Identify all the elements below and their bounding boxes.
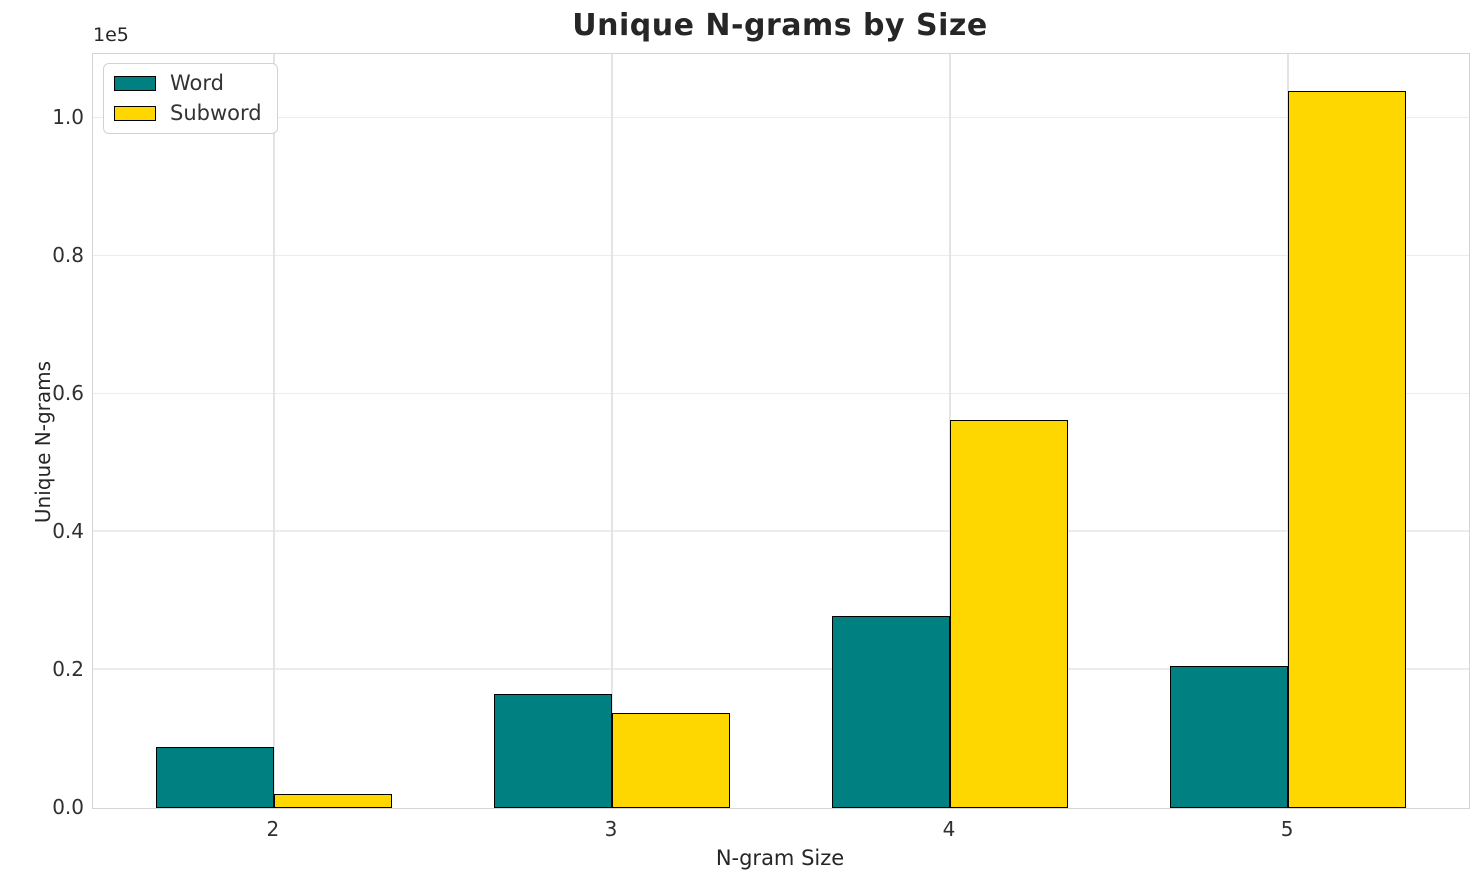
h-gridline-0.4 (93, 530, 1469, 533)
v-gridline-2 (273, 54, 275, 808)
bar-subword-4 (950, 420, 1069, 808)
h-gridline-0.6 (93, 392, 1469, 395)
y-tick-1.0: 1.0 (52, 105, 84, 130)
bar-word-4 (831, 616, 951, 808)
v-gridline-3 (611, 54, 613, 808)
h-gridline-1.0 (93, 116, 1469, 119)
bar-subword-2 (273, 794, 393, 808)
x-tick-5: 5 (1280, 817, 1294, 841)
x-tick-4: 4 (942, 817, 956, 841)
legend-swatch-word (114, 76, 156, 91)
x-axis-label: N-gram Size (715, 846, 845, 870)
bar-word-5 (1169, 665, 1289, 808)
y-axis-label: Unique N-grams (31, 360, 55, 524)
legend-swatch-subword (114, 106, 156, 121)
bar-subword-3 (611, 712, 731, 808)
y-axis-offset-label: 1e5 (93, 24, 129, 46)
y-tick-0.4: 0.4 (52, 519, 84, 544)
legend-item-word: Word (114, 73, 262, 94)
h-gridline-0.8 (93, 254, 1469, 257)
v-gridline-5 (1287, 54, 1289, 808)
x-tick-3: 3 (604, 817, 618, 841)
y-tick-0.6: 0.6 (52, 381, 84, 406)
legend: Word Subword (103, 63, 278, 134)
legend-label-subword: Subword (170, 101, 262, 125)
y-tick-0.0: 0.0 (52, 795, 84, 819)
plot-area: Word Subword (92, 53, 1470, 809)
x-tick-2: 2 (266, 817, 280, 841)
y-tick-0.8: 0.8 (52, 243, 84, 268)
chart-title: Unique N-grams by Size (572, 8, 988, 43)
y-tick-0.2: 0.2 (52, 657, 84, 682)
legend-label-word: Word (170, 71, 224, 95)
legend-item-subword: Subword (114, 103, 262, 124)
bar-word-3 (493, 693, 612, 808)
h-gridline-0.2 (93, 668, 1469, 671)
bar-subword-5 (1288, 90, 1407, 808)
bar-word-2 (155, 746, 274, 808)
